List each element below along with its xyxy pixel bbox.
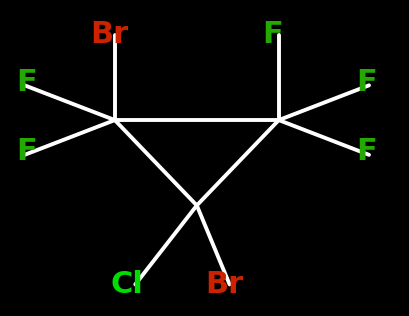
Text: F: F bbox=[16, 137, 37, 166]
Text: Br: Br bbox=[90, 20, 128, 49]
Text: F: F bbox=[16, 68, 37, 97]
Text: Br: Br bbox=[204, 270, 243, 299]
Text: Cl: Cl bbox=[110, 270, 143, 299]
Text: F: F bbox=[356, 137, 377, 166]
Text: F: F bbox=[262, 20, 283, 49]
Text: F: F bbox=[356, 68, 377, 97]
